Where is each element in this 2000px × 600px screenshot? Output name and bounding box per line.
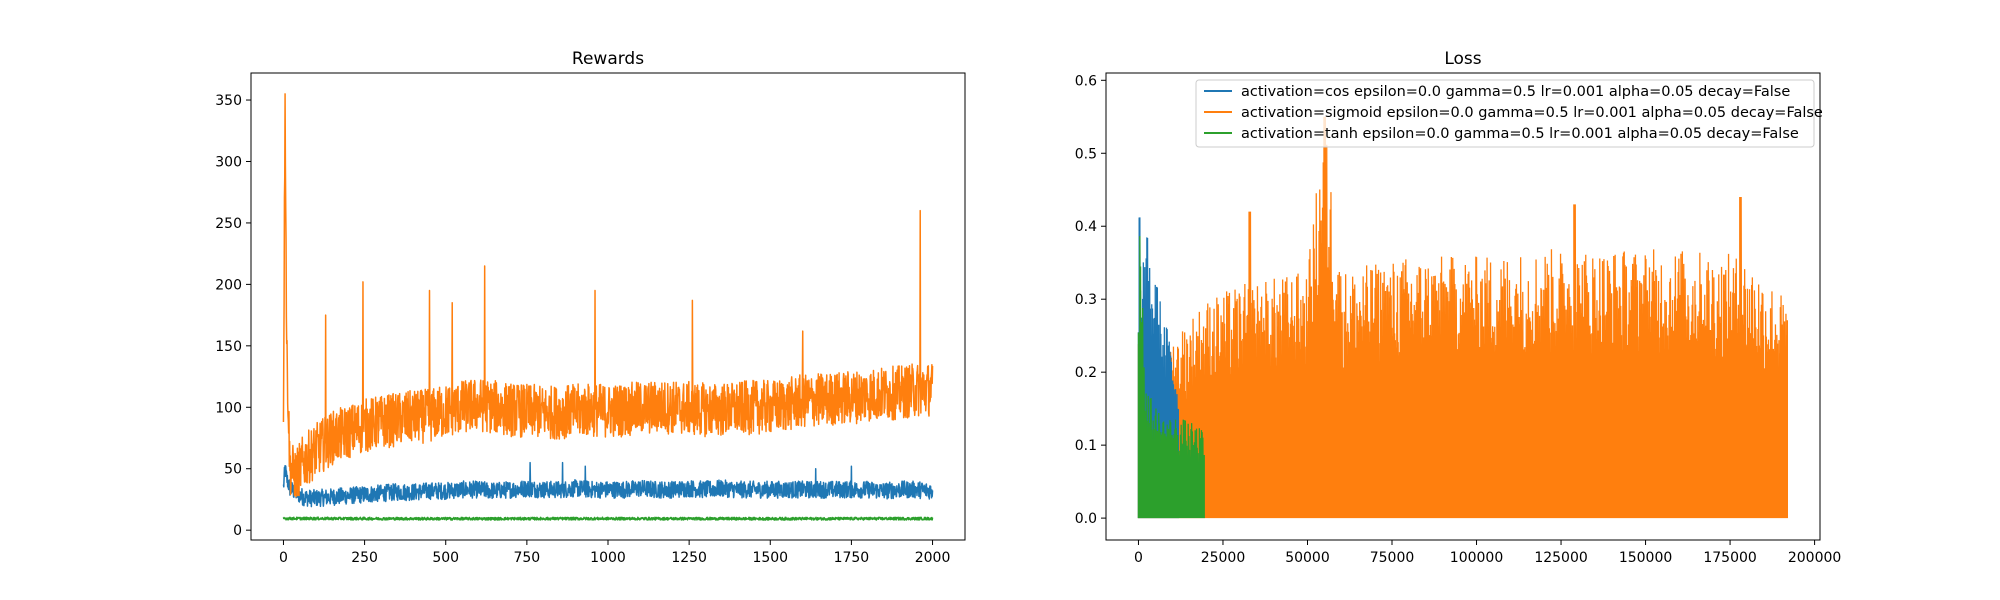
loss-ytick-label: 0.4 <box>1075 219 1097 235</box>
loss-ticks: 0 25000 50000 75000 100000 125000 150000 175000… <box>1075 73 1842 566</box>
loss-legend: activation=cos epsilon=0.0 gamma=0.5 lr=… <box>1195 79 1823 148</box>
loss-xtick-label: 75000 <box>1370 550 1415 566</box>
legend-label-cos: activation=cos epsilon=0.0 gamma=0.5 lr=… <box>1241 84 1790 100</box>
rewards-xtick-label: 1750 <box>834 550 870 566</box>
rewards-xtick-label: 1000 <box>590 550 626 566</box>
loss-ytick-label: 0.1 <box>1075 438 1097 454</box>
legend-label-tanh: activation=tanh epsilon=0.0 gamma=0.5 lr… <box>1241 126 1799 142</box>
loss-ytick-label: 0.5 <box>1075 146 1097 162</box>
loss-series-group <box>1137 116 1788 519</box>
loss-xtick-label: 25000 <box>1201 550 1246 566</box>
rewards-ytick-label: 100 <box>215 400 242 416</box>
rewards-ytick-label: 300 <box>215 154 242 170</box>
loss-series-sigmoid <box>1137 116 1788 519</box>
rewards-xtick-label: 2000 <box>915 550 951 566</box>
rewards-ytick-label: 50 <box>224 462 242 478</box>
legend-box <box>1195 79 1815 148</box>
rewards-ytick-label: 200 <box>215 277 242 293</box>
rewards-ticks: 0 250 500 750 1000 1250 1500 1750 2000 0 50 100 150 2… <box>215 93 950 566</box>
rewards-xtick-label: 750 <box>513 550 540 566</box>
rewards-xtick-label: 250 <box>351 550 378 566</box>
loss-axes-frame <box>1105 72 1821 541</box>
rewards-xtick-label: 500 <box>432 550 459 566</box>
rewards-ytick-label: 350 <box>215 93 242 109</box>
loss-xtick-label: 50000 <box>1285 550 1330 566</box>
rewards-series-group <box>282 93 934 521</box>
loss-xtick-label: 100000 <box>1450 550 1503 566</box>
loss-xtick-label: 125000 <box>1534 550 1587 566</box>
loss-chart-title: Loss <box>1444 49 1481 69</box>
rewards-ytick-label: 250 <box>215 216 242 232</box>
loss-ytick-label: 0.3 <box>1075 292 1097 308</box>
legend-label-sigmoid: activation=sigmoid epsilon=0.0 gamma=0.5… <box>1241 105 1823 121</box>
loss-series-tanh <box>1137 236 1205 519</box>
rewards-series-green <box>282 516 934 521</box>
rewards-ytick-label: 0 <box>233 523 242 539</box>
rewards-ytick-label: 150 <box>215 339 242 355</box>
rewards-series-orange <box>282 93 934 498</box>
rewards-xtick-label: 0 <box>279 550 288 566</box>
rewards-series-blue <box>282 461 934 508</box>
rewards-xtick-label: 1250 <box>671 550 707 566</box>
loss-xtick-label: 175000 <box>1703 550 1756 566</box>
loss-xtick-label: 0 <box>1134 550 1143 566</box>
loss-ytick-label: 0.6 <box>1075 73 1097 89</box>
loss-ytick-label: 0.0 <box>1075 511 1097 527</box>
loss-ytick-label: 0.2 <box>1075 365 1097 381</box>
rewards-chart: Rewards 0 250 500 750 1000 1250 1500 1750 2000 0 5… <box>215 49 966 566</box>
loss-xtick-label: 150000 <box>1619 550 1672 566</box>
rewards-chart-title: Rewards <box>572 49 644 69</box>
loss-chart: Loss 0 25000 50000 75000 100000 125000 150000 1… <box>1075 49 1842 566</box>
rewards-xtick-label: 1500 <box>752 550 788 566</box>
loss-xtick-label: 200000 <box>1788 550 1841 566</box>
